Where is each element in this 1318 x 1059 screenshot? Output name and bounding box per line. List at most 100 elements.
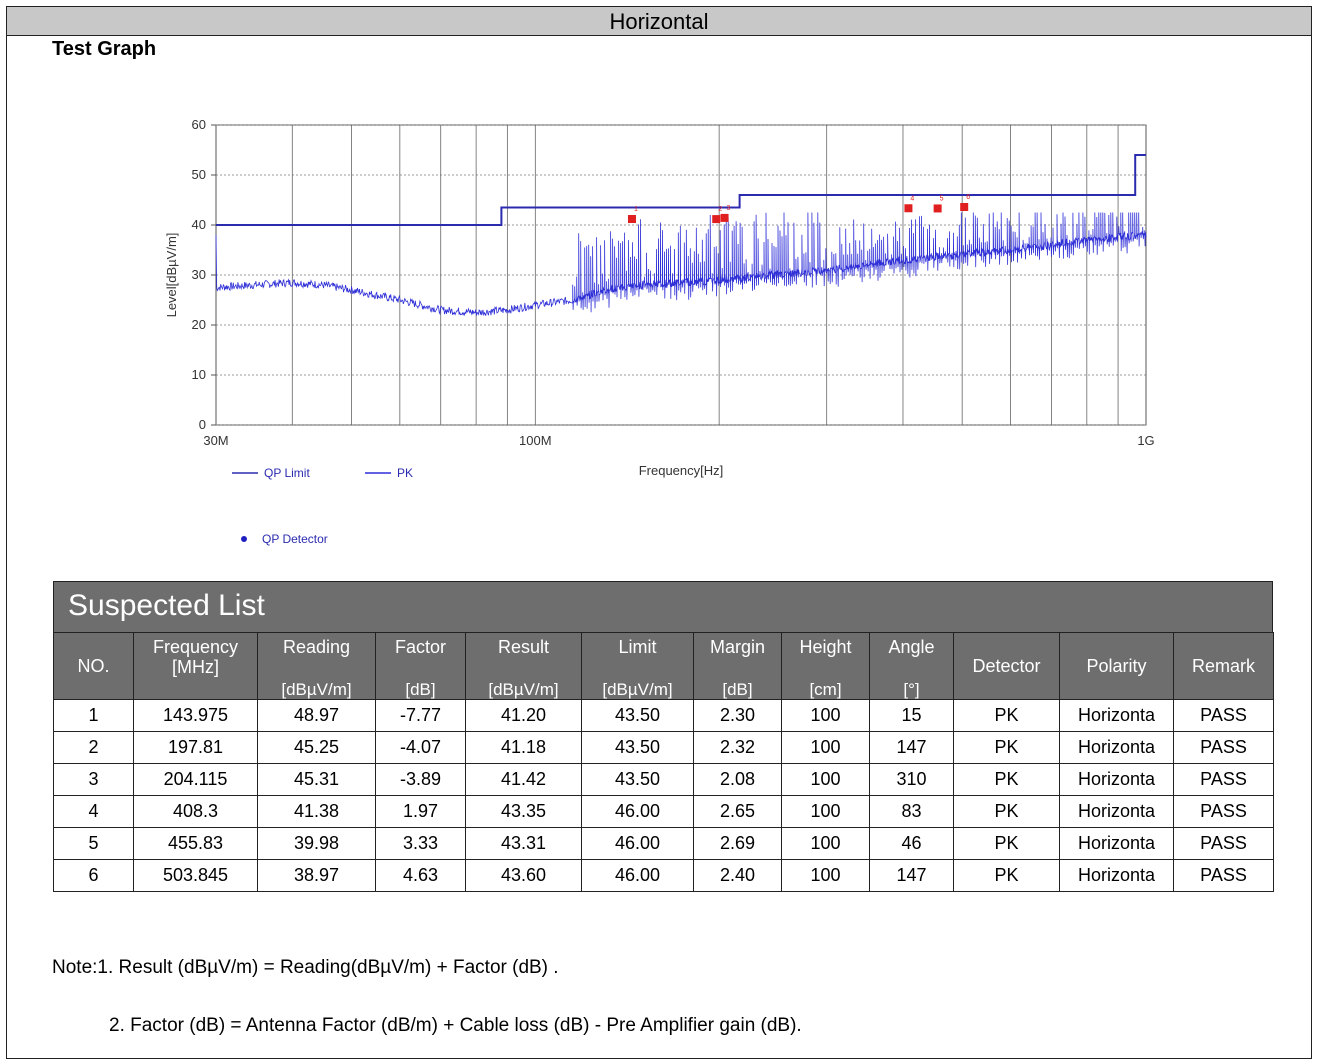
table-cell: PK [953, 763, 1060, 796]
qp-marker-label: 2 [718, 206, 722, 213]
table-cell: -4.07 [375, 731, 466, 764]
column-header-label: Reading [282, 637, 351, 657]
table-cell: 43.35 [465, 795, 582, 828]
table-cell: PK [953, 731, 1060, 764]
table-cell: 455.83 [133, 827, 258, 860]
x-tick-label: 30M [203, 433, 228, 448]
table-cell: 1 [53, 699, 134, 732]
column-header: Limit [dBµV/m] [581, 632, 694, 700]
table-cell: 43.50 [581, 763, 694, 796]
column-header-unit: [dBµV/m] [488, 680, 559, 699]
table-row: 3 204.115 45.31 -3.89 41.42 43.50 2.08 100 310 PK… [53, 763, 1274, 796]
column-header: Frequency [MHz] [133, 632, 258, 700]
column-header: Angle [°] [869, 632, 954, 700]
table-cell: 100 [781, 859, 870, 892]
table-cell: PASS [1173, 731, 1274, 764]
table-cell: 2.65 [693, 795, 782, 828]
table-cell: 41.18 [465, 731, 582, 764]
table-row: 4 408.3 41.38 1.97 43.35 46.00 2.65 100 83 PK Hori… [53, 795, 1274, 828]
table-cell: 3.33 [375, 827, 466, 860]
table-cell: 43.50 [581, 699, 694, 732]
table-cell: 46.00 [581, 827, 694, 860]
qp-marker [933, 204, 942, 213]
table-cell: 100 [781, 795, 870, 828]
table-cell: 48.97 [257, 699, 376, 732]
column-header-label: Frequency [MHz] [152, 637, 239, 677]
table-cell: 4 [53, 795, 134, 828]
x-tick-label: 100M [519, 433, 552, 448]
section-title: Test Graph [52, 38, 157, 60]
table-cell: 408.3 [133, 795, 258, 828]
table-cell: 41.42 [465, 763, 582, 796]
table-cell: 147 [869, 859, 954, 892]
qp-marker [712, 215, 721, 224]
column-header-unit: [°] [903, 680, 920, 699]
emission-chart: 0 10 20 30 40 50 60 30M 100M 1G Frequency[Hz] Level… [164, 117, 1155, 546]
table-cell: Horizonta [1059, 763, 1174, 796]
column-header: Reading [dBµV/m] [257, 632, 376, 700]
qp-marker [627, 215, 636, 223]
table-cell: PASS [1173, 827, 1274, 860]
table-cell: 2.32 [693, 731, 782, 764]
y-tick-label: 50 [192, 167, 206, 182]
table-cell: PASS [1173, 795, 1274, 828]
column-header: Polarity [1059, 632, 1174, 700]
legend-qp-detector-swatch [241, 536, 247, 542]
column-header: Remark [1173, 632, 1274, 700]
table-cell: 100 [781, 699, 870, 732]
table-cell: 204.115 [133, 763, 258, 796]
column-header-unit: [dB] [722, 680, 753, 699]
y-tick-label: 60 [192, 117, 206, 132]
column-header: Result [dBµV/m] [465, 632, 582, 700]
column-header: Detector [953, 632, 1060, 700]
table-row: 5 455.83 39.98 3.33 43.31 46.00 2.69 100 46 PK Hor… [53, 827, 1274, 860]
table-cell: 2.40 [693, 859, 782, 892]
table-cell: 6 [53, 859, 134, 892]
legend-pk-label: PK [397, 466, 413, 480]
qp-marker-label: 5 [940, 195, 944, 202]
note-1: Note:1. Result (dBµV/m) = Reading(dBµV/m… [52, 957, 559, 978]
polarity-header: Horizontal [6, 6, 1312, 36]
table-cell: 147 [869, 731, 954, 764]
legend-qp-limit-label: QP Limit [264, 466, 310, 480]
y-tick-label: 30 [192, 267, 206, 282]
table-cell: 100 [781, 763, 870, 796]
column-header: Factor [dB] [375, 632, 466, 700]
table-cell: Horizonta [1059, 859, 1174, 892]
column-header: Height [cm] [781, 632, 870, 700]
table-cell: 2 [53, 731, 134, 764]
qp-marker-label: 3 [727, 205, 731, 212]
table-cell: 43.31 [465, 827, 582, 860]
table-cell: 310 [869, 763, 954, 796]
table-cell: PK [953, 699, 1060, 732]
qp-marker [720, 213, 729, 222]
column-header-unit: [cm] [809, 680, 842, 699]
table-cell: 2.08 [693, 763, 782, 796]
table-cell: 100 [781, 731, 870, 764]
table-cell: 41.38 [257, 795, 376, 828]
table-cell: 43.50 [581, 731, 694, 764]
x-tick-label: 1G [1137, 433, 1154, 448]
table-cell: 2.30 [693, 699, 782, 732]
table-cell: Horizonta [1059, 827, 1174, 860]
table-row: 1 143.975 48.97 -7.77 41.20 43.50 2.30 100 15 PK H… [53, 699, 1274, 732]
table-cell: 46 [869, 827, 954, 860]
qp-limit-line [216, 154, 1146, 226]
column-header-label: Result [497, 637, 550, 657]
column-header-label: Factor [394, 637, 446, 657]
table-row: 6 503.845 38.97 4.63 43.60 46.00 2.40 100 147 PK H… [53, 859, 1274, 892]
table-row: 2 197.81 45.25 -4.07 41.18 43.50 2.32 100 147 PK H… [53, 731, 1274, 764]
table-cell: PASS [1173, 763, 1274, 796]
table-cell: 15 [869, 699, 954, 732]
table-cell: 38.97 [257, 859, 376, 892]
y-tick-label: 20 [192, 317, 206, 332]
table-cell: 45.31 [257, 763, 376, 796]
y-tick-label: 10 [192, 367, 206, 382]
table-cell: 143.975 [133, 699, 258, 732]
table-cell: Horizonta [1059, 731, 1174, 764]
column-header-label: Height [799, 637, 852, 657]
column-header-label: Limit [618, 637, 657, 657]
table-cell: Horizonta [1059, 795, 1174, 828]
column-header-unit: [dBµV/m] [602, 680, 673, 699]
column-header-unit: [dB] [405, 680, 436, 699]
